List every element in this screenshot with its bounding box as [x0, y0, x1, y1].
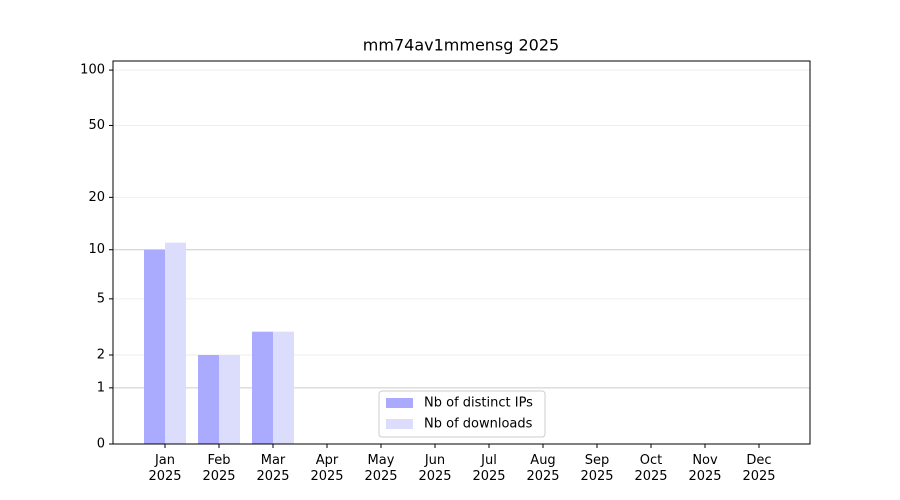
legend-label: Nb of distinct IPs: [424, 396, 533, 411]
plot-frame: [112, 60, 811, 445]
y-tick-label: 100: [80, 63, 105, 78]
bar: [198, 354, 219, 444]
y-tick-label: 1: [97, 380, 105, 395]
x-tick-label: Sep 2025: [580, 453, 614, 484]
y-tick-label: 2: [97, 347, 105, 362]
legend-box: [378, 390, 546, 438]
bar: [219, 354, 240, 444]
x-tick-label: Mar 2025: [256, 453, 290, 484]
x-tick-label: Oct 2025: [634, 453, 668, 484]
y-tick-label: 10: [88, 242, 105, 257]
legend-swatch: [386, 398, 413, 408]
y-tick-label: 50: [88, 118, 105, 133]
x-tick-label: Aug 2025: [526, 453, 560, 484]
legend-label: Nb of downloads: [424, 417, 533, 432]
x-tick-label: Jun 2025: [418, 453, 452, 484]
x-tick-label: Feb 2025: [202, 453, 236, 484]
x-tick-label: Jul 2025: [472, 453, 506, 484]
y-tick-label: 0: [97, 437, 105, 452]
x-tick-label: Jan 2025: [148, 453, 182, 484]
chart-title: mm74av1mmensg 2025: [363, 36, 559, 55]
legend-swatch: [386, 419, 413, 429]
x-tick-label: Apr 2025: [310, 453, 344, 484]
x-tick-label: Nov 2025: [688, 453, 722, 484]
y-tick-label: 5: [97, 291, 105, 306]
bar: [165, 242, 186, 444]
x-tick-label: Dec 2025: [742, 453, 776, 484]
bar: [144, 249, 165, 444]
bar: [273, 331, 294, 444]
y-tick-label: 20: [88, 190, 105, 205]
x-tick-label: May 2025: [364, 453, 398, 484]
bar: [252, 331, 273, 444]
